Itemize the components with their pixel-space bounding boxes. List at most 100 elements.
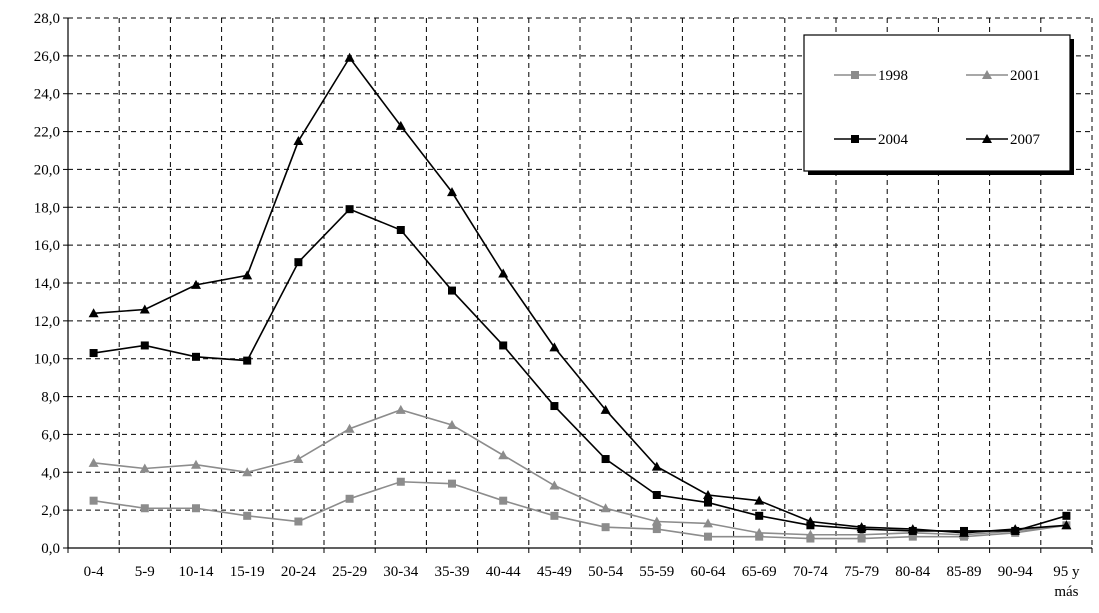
- data-point-2007: [549, 342, 560, 352]
- data-point-2007: [1061, 520, 1072, 530]
- y-tick-label: 16,0: [34, 238, 60, 254]
- data-point-2001: [139, 463, 150, 473]
- data-point-2004: [499, 341, 508, 350]
- data-point-2004: [345, 205, 354, 214]
- data-point-2001: [395, 404, 406, 414]
- y-tick-label: 4,0: [41, 465, 60, 481]
- x-tick-label: 55-59: [639, 564, 674, 580]
- data-point-2004: [448, 286, 456, 295]
- data-point-1998: [499, 496, 508, 505]
- legend-label: 1998: [878, 68, 908, 84]
- x-tick-label: 30-34: [383, 564, 418, 580]
- data-point-2004: [704, 498, 712, 507]
- data-point-1998: [294, 517, 303, 526]
- x-tick-label: 20-24: [281, 564, 316, 580]
- data-point-2004: [1062, 511, 1071, 520]
- data-point-1998: [243, 511, 252, 520]
- data-point-2004: [192, 352, 200, 361]
- y-tick-label: 26,0: [34, 49, 60, 65]
- data-point-2007: [703, 490, 713, 499]
- data-point-2001: [191, 459, 201, 469]
- series-line-2004: [93, 208, 1067, 532]
- data-point-2007: [651, 461, 662, 471]
- y-tick-label: 0,0: [41, 541, 60, 557]
- data-point-2007: [754, 495, 765, 505]
- x-tick-label: 0-4: [84, 564, 104, 580]
- data-point-1998: [396, 477, 405, 486]
- legend-label: 2004: [878, 132, 909, 148]
- data-point-2004: [755, 511, 764, 520]
- x-tick-label: más: [1054, 584, 1078, 600]
- y-tick-label: 6,0: [41, 427, 60, 443]
- data-point-2004: [243, 356, 252, 365]
- data-point-1998: [345, 494, 354, 503]
- legend-box: [803, 34, 1071, 172]
- data-point-2001: [88, 457, 99, 467]
- data-point-2007: [447, 187, 457, 197]
- data-point-2001: [651, 516, 662, 526]
- x-tick-label: 10-14: [179, 564, 214, 580]
- data-point-2001: [856, 529, 867, 539]
- x-tick-label: 15-19: [230, 564, 265, 580]
- data-point-2001: [805, 529, 816, 539]
- x-tick-label: 85-89: [947, 564, 982, 580]
- y-tick-label: 20,0: [34, 162, 60, 178]
- x-tick-label: 45-49: [537, 564, 572, 580]
- data-point-2004: [140, 341, 149, 350]
- legend-label: 2007: [1010, 132, 1041, 148]
- x-tick-label: 65-69: [742, 564, 777, 580]
- y-tick-label: 10,0: [34, 352, 60, 368]
- data-point-1998: [601, 523, 610, 532]
- data-point-1998: [192, 504, 200, 513]
- x-tick-label: 5-9: [135, 564, 155, 580]
- data-point-2004: [601, 455, 610, 464]
- data-point-2007: [805, 516, 816, 526]
- data-point-2007: [959, 527, 969, 537]
- x-tick-label: 40-44: [486, 564, 521, 580]
- data-point-1998: [704, 532, 712, 541]
- series-line-1998: [93, 480, 1067, 540]
- x-tick-label: 95 y: [1053, 564, 1080, 580]
- data-point-1998: [652, 525, 661, 534]
- x-tick-label: 80-84: [895, 564, 930, 580]
- x-tick-label: 90-94: [998, 564, 1033, 580]
- data-point-2001: [600, 503, 611, 513]
- data-point-2007: [395, 120, 406, 130]
- y-tick-label: 8,0: [41, 390, 60, 406]
- data-point-2001: [242, 467, 253, 477]
- data-point-2001: [549, 480, 560, 490]
- data-point-2007: [191, 279, 201, 289]
- data-point-2007: [498, 268, 509, 278]
- data-point-2007: [293, 136, 304, 146]
- y-tick-label: 18,0: [34, 200, 60, 216]
- y-tick-label: 2,0: [41, 503, 60, 519]
- x-tick-label: 35-39: [435, 564, 470, 580]
- data-point-2007: [88, 308, 99, 318]
- legend-marker-2007: [982, 134, 992, 143]
- y-tick-label: 12,0: [34, 314, 60, 330]
- y-tick-label: 24,0: [34, 87, 60, 103]
- legend-marker-2004: [851, 135, 859, 143]
- data-point-2001: [498, 450, 509, 460]
- data-point-2001: [344, 423, 355, 433]
- x-tick-label: 60-64: [691, 564, 726, 580]
- data-point-1998: [550, 511, 559, 520]
- data-point-2007: [856, 522, 867, 532]
- x-tick-label: 50-54: [588, 564, 623, 580]
- data-point-2007: [344, 52, 355, 62]
- data-point-2007: [907, 524, 918, 534]
- x-tick-label: 75-79: [844, 564, 879, 580]
- legend-label: 2001: [1010, 68, 1040, 84]
- data-point-2001: [293, 454, 304, 464]
- data-point-2004: [396, 226, 405, 234]
- data-point-2007: [600, 404, 611, 414]
- series-line-2001: [93, 408, 1067, 536]
- legend-marker-2001: [982, 70, 992, 79]
- data-point-2001: [447, 419, 457, 429]
- data-point-2004: [89, 349, 98, 358]
- data-point-1998: [448, 479, 456, 488]
- data-point-2004: [652, 491, 661, 499]
- y-tick-label: 28,0: [34, 11, 60, 27]
- data-point-2001: [754, 527, 765, 537]
